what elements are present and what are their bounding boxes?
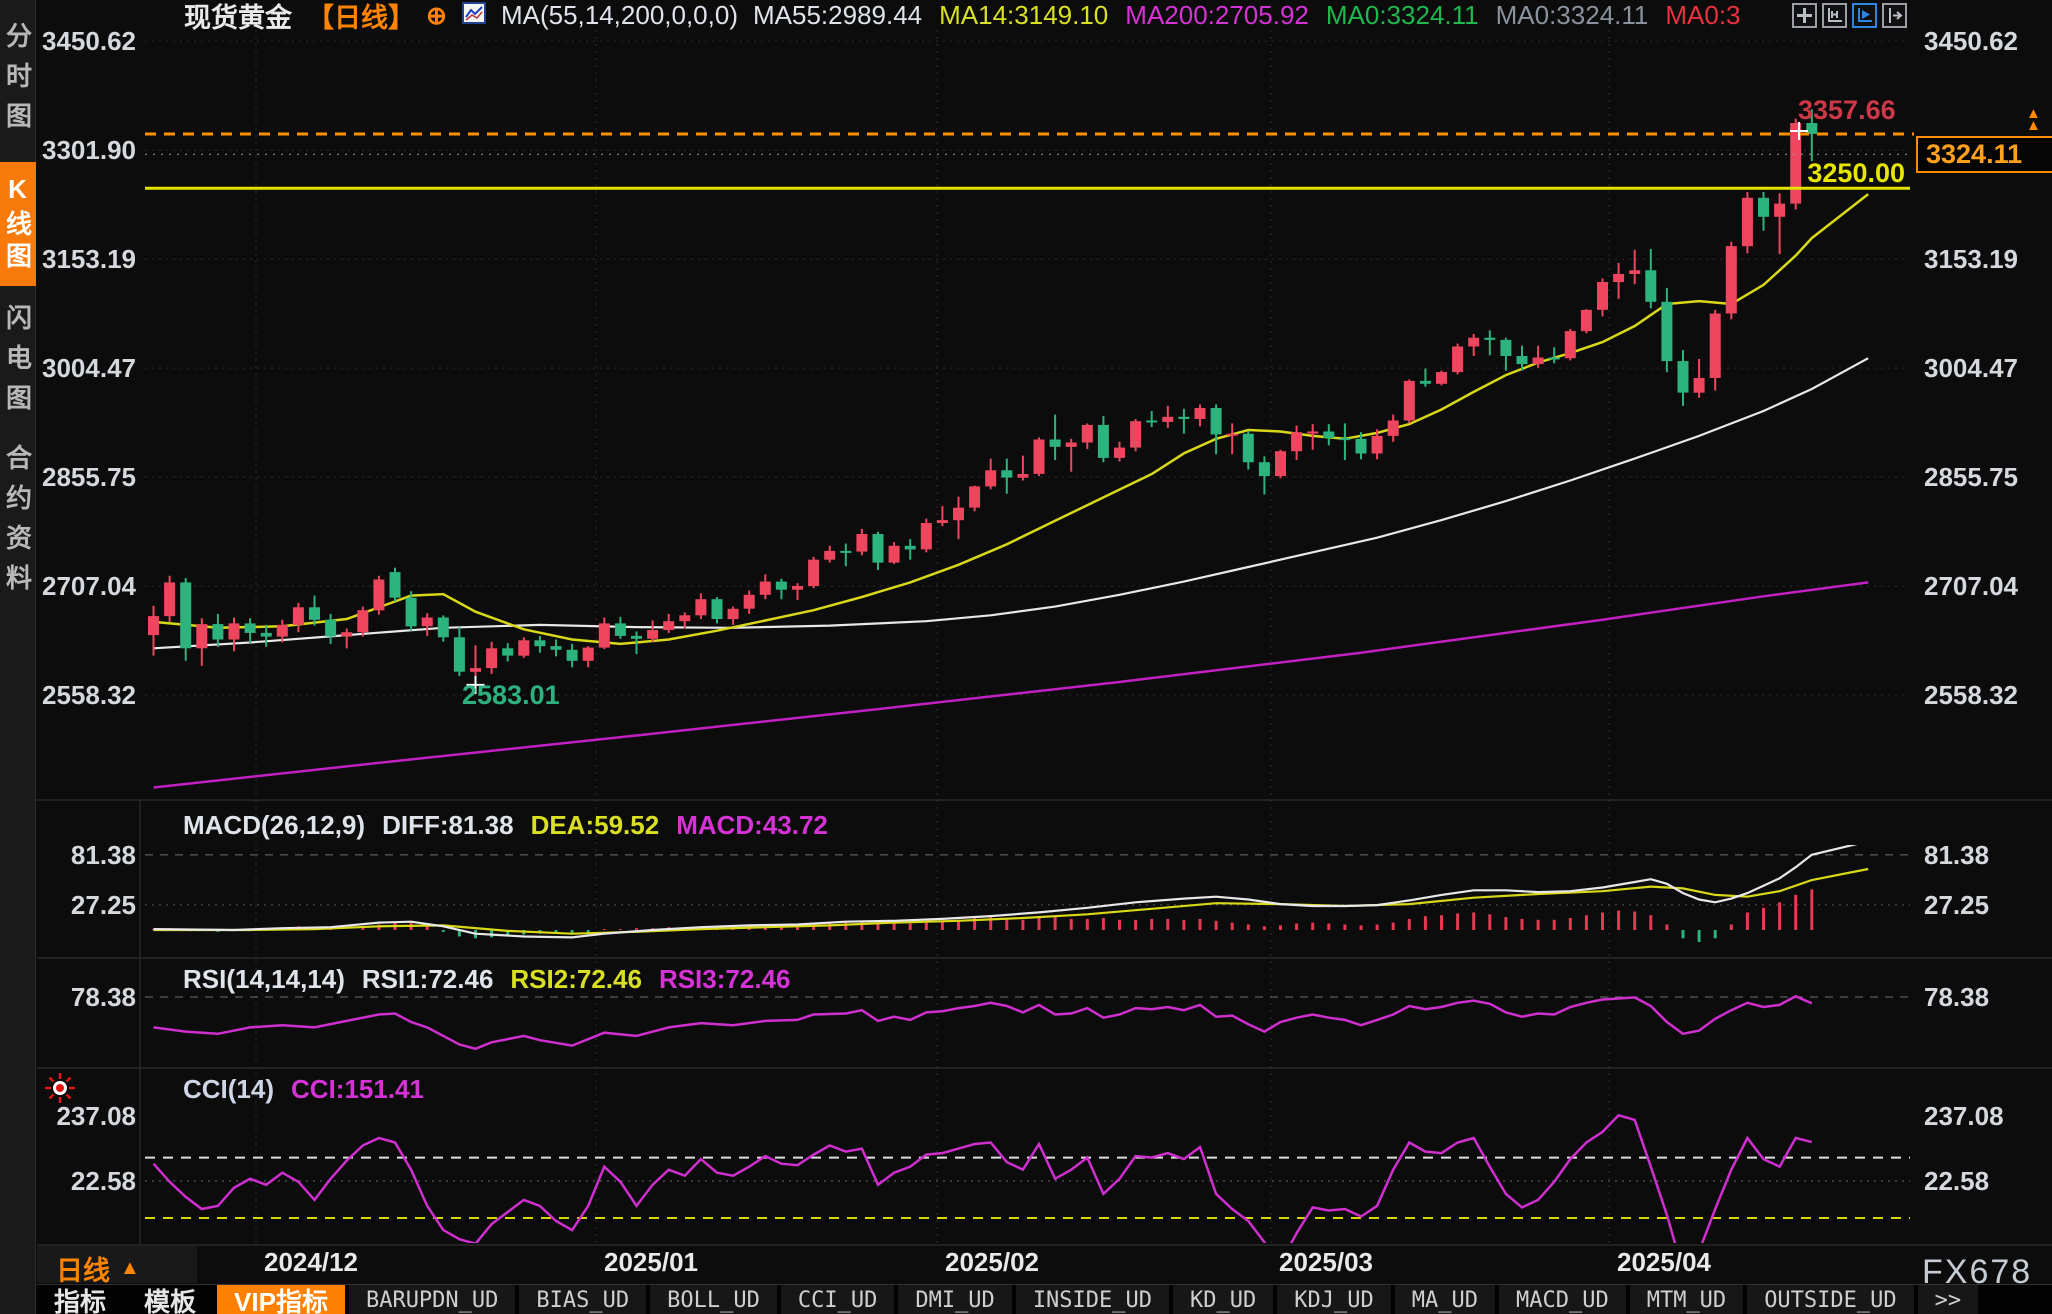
axis-tick-label: 78.38: [70, 982, 136, 1012]
x-axis-month-label: 2025/01: [604, 1247, 698, 1277]
cci-header: CCI(14) CCI:151.41: [183, 1074, 424, 1105]
indicator-tabbar: 指标 模板 VIP指标 BARUPDN_UD BIAS_UD BOLL_UD CCI_UD D…: [37, 1284, 2052, 1314]
tab-kd_ud[interactable]: KD_UD: [1173, 1285, 1274, 1314]
axis-tick-label: 81.38: [70, 839, 136, 870]
axis-tick-label: 237.08: [56, 1101, 136, 1132]
axis-tick-label: 2558.32: [1924, 679, 2018, 710]
period-selector[interactable]: 日线 ▲: [56, 1249, 140, 1288]
axis-tick-label: 2707.04: [42, 571, 136, 601]
low-price-label: 2583.01: [462, 680, 560, 710]
sidebar-item-lightning-chart[interactable]: 闪电图: [2, 304, 33, 424]
sidebar: 分时图 K线图 闪电图 合约资料: [0, 0, 36, 1314]
period-tag[interactable]: 【日线】: [307, 3, 415, 33]
period-label: 日线: [56, 1256, 110, 1286]
rsi3-value: RSI3:72.46: [658, 964, 791, 994]
tab-inside_ud[interactable]: INSIDE_UD: [1015, 1285, 1170, 1314]
tab-cci_ud[interactable]: CCI_UD: [780, 1285, 895, 1314]
watermark: FX678: [1922, 1253, 2033, 1291]
tab-dmi_ud[interactable]: DMI_UD: [898, 1285, 1012, 1314]
tab-boll_ud[interactable]: BOLL_UD: [650, 1285, 777, 1314]
macd-macd-value: MACD:43.72: [676, 810, 828, 840]
cci-title: CCI(14): [183, 1074, 275, 1104]
axis-play-icon[interactable]: [1852, 3, 1877, 28]
rsi2-value: RSI2:72.46: [510, 964, 642, 994]
axis-tick-label: 2707.04: [1924, 571, 2018, 601]
tab-vip[interactable]: VIP指标: [217, 1285, 345, 1314]
sidebar-item-time-chart[interactable]: 分时图: [2, 22, 33, 142]
x-axis-month-label: 2025/03: [1279, 1247, 1373, 1277]
sidebar-item-contract-info[interactable]: 合约资料: [2, 444, 33, 604]
plus-circle-icon[interactable]: ⊕: [426, 1, 447, 30]
ma-values: MA55:2989.44 MA14:3149.10 MA200:2705.92 MA0…: [753, 0, 1741, 31]
x-axis-month-label: 2025/04: [1617, 1247, 1711, 1277]
axis-tick-label: 3450.62: [42, 26, 136, 57]
tab-ma_ud[interactable]: MA_UD: [1394, 1285, 1495, 1314]
macd-header: MACD(26,12,9) DIFF:81.38 DEA:59.52 MACD:…: [183, 810, 828, 841]
layout-grid-icon[interactable]: [1792, 3, 1817, 28]
tab-[interactable]: 模板: [144, 1286, 197, 1314]
alert-pulse-icon[interactable]: [42, 1070, 78, 1111]
ma-value-3: MA0:3324.11: [1325, 0, 1479, 30]
axis-tick-label: 3301.90: [42, 135, 136, 166]
mini-chart-icon[interactable]: [461, 2, 486, 29]
macd-dea-value: DEA:59.52: [530, 810, 660, 840]
axis-tick-label: 3153.19: [1924, 244, 2018, 275]
tab->>[interactable]: >>: [1917, 1285, 1979, 1314]
axis-tick-label: 81.38: [1924, 839, 1990, 870]
cci-value: CCI:151.41: [291, 1074, 424, 1104]
axis-tick-label: 3004.47: [42, 353, 136, 384]
rsi-title: RSI(14,14,14): [183, 964, 345, 994]
axis-tick-label: 22.58: [1924, 1166, 1990, 1196]
period-box: [37, 1246, 197, 1283]
ma-value-0: MA55:2989.44: [753, 0, 923, 30]
hline-price-label: 3250.00: [1807, 158, 1905, 188]
axis-tick-label: 3004.47: [1924, 353, 2018, 384]
rsi1-value: RSI1:72.46: [361, 964, 494, 994]
axis-scale-icon[interactable]: [1822, 3, 1847, 28]
axis-tick-label: 27.25: [1924, 889, 1990, 920]
rsi-header: RSI(14,14,14) RSI1:72.46 RSI2:72.46 RSI3…: [183, 964, 790, 995]
topbar: 现货黄金 【日线】 ⊕ MA(55,14,200,0,0,0) MA55:298…: [184, 0, 1741, 33]
ma-value-5: MA0:3: [1665, 0, 1741, 30]
tab-[interactable]: 指标: [54, 1286, 107, 1314]
tab-kdj_ud[interactable]: KDJ_UD: [1277, 1285, 1391, 1314]
last-price-tag: 3324.11: [1916, 136, 2052, 173]
ma-value-2: MA200:2705.92: [1125, 0, 1309, 30]
axis-shift-icon[interactable]: [1882, 3, 1907, 28]
high-price-label: 3357.66: [1798, 95, 1896, 125]
axis-tick-label: 3153.19: [42, 244, 136, 275]
axis-tick-label: 22.58: [70, 1166, 136, 1196]
ma-value-4: MA0:3324.11: [1495, 0, 1649, 30]
ma-value-1: MA14:3149.10: [939, 0, 1109, 30]
axis-tick-label: 2855.75: [42, 462, 136, 493]
tab-macd_ud[interactable]: MACD_UD: [1498, 1285, 1626, 1314]
x-axis-month-label: 2025/02: [945, 1247, 1039, 1277]
axis-tick-label: 2558.32: [42, 679, 136, 710]
macd-title: MACD(26,12,9): [183, 810, 366, 840]
tab-bias_ud[interactable]: BIAS_UD: [519, 1285, 647, 1314]
axis-tick-label: 2855.75: [1924, 462, 2018, 493]
triangle-up-icon: ▲: [120, 1257, 140, 1279]
chart-toolbar: [1792, 3, 1907, 28]
axis-tick-label: 27.25: [70, 889, 136, 920]
sidebar-item-kline-chart[interactable]: K线图: [0, 162, 36, 286]
ma-settings-label: MA(55,14,200,0,0,0): [500, 0, 738, 30]
axis-tick-label: 237.08: [1924, 1101, 2004, 1132]
tab-outside_ud[interactable]: OUTSIDE_UD: [1747, 1285, 1914, 1314]
axis-tick-label: 78.38: [1924, 982, 1990, 1012]
macd-diff-value: DIFF:81.38: [382, 810, 514, 840]
tab-barupdn_ud[interactable]: BARUPDN_UD: [348, 1285, 516, 1314]
axis-tick-label: 3450.62: [1924, 26, 2018, 57]
tab-mtm_ud[interactable]: MTM_UD: [1629, 1285, 1744, 1314]
x-axis-month-label: 2024/12: [264, 1247, 358, 1277]
price-up-arrows-icon: ▲ ▲: [2026, 105, 2041, 134]
symbol-title: 现货黄金: [184, 3, 292, 33]
